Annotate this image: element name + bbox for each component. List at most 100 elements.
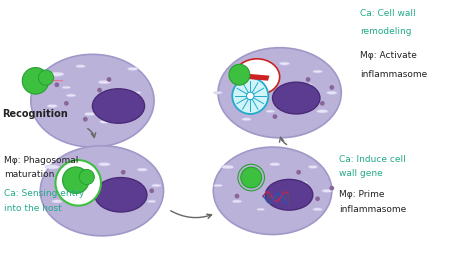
Ellipse shape <box>149 188 154 193</box>
Ellipse shape <box>119 110 128 113</box>
Ellipse shape <box>270 163 280 166</box>
Ellipse shape <box>55 160 101 206</box>
Ellipse shape <box>329 186 334 191</box>
Ellipse shape <box>97 88 102 92</box>
Text: into the host: into the host <box>4 204 62 213</box>
Ellipse shape <box>45 165 59 169</box>
Text: Mφ: Activate: Mφ: Activate <box>360 51 417 60</box>
Ellipse shape <box>279 62 290 65</box>
Ellipse shape <box>84 112 96 116</box>
Ellipse shape <box>304 83 312 86</box>
Ellipse shape <box>77 174 84 176</box>
Text: Mφ: Phagosomal: Mφ: Phagosomal <box>4 156 78 165</box>
Ellipse shape <box>76 65 85 68</box>
Ellipse shape <box>47 104 57 108</box>
Ellipse shape <box>218 48 341 138</box>
Text: wall gene: wall gene <box>339 169 383 178</box>
Ellipse shape <box>50 72 64 76</box>
Ellipse shape <box>265 179 313 210</box>
Ellipse shape <box>308 165 318 169</box>
Ellipse shape <box>147 200 156 203</box>
Ellipse shape <box>229 64 250 85</box>
Ellipse shape <box>320 101 325 106</box>
Ellipse shape <box>112 179 125 182</box>
Ellipse shape <box>135 196 140 201</box>
Ellipse shape <box>134 92 141 94</box>
Ellipse shape <box>31 54 154 147</box>
Ellipse shape <box>98 81 110 84</box>
Ellipse shape <box>257 208 264 210</box>
Ellipse shape <box>322 189 332 192</box>
Ellipse shape <box>299 182 308 184</box>
Ellipse shape <box>270 192 280 195</box>
Ellipse shape <box>121 104 126 108</box>
Ellipse shape <box>95 178 147 212</box>
Text: inflammasome: inflammasome <box>360 70 428 79</box>
Text: Ca: Induce cell: Ca: Induce cell <box>339 154 406 164</box>
Text: inflammasome: inflammasome <box>339 205 406 214</box>
Ellipse shape <box>213 147 332 235</box>
Ellipse shape <box>273 82 320 114</box>
Ellipse shape <box>83 175 88 180</box>
Ellipse shape <box>55 82 59 87</box>
Ellipse shape <box>22 68 49 94</box>
Ellipse shape <box>234 59 280 95</box>
Ellipse shape <box>40 146 164 236</box>
Ellipse shape <box>273 114 277 119</box>
Ellipse shape <box>109 205 118 208</box>
Ellipse shape <box>313 70 322 73</box>
Text: maturation: maturation <box>4 170 54 179</box>
Text: Recognition: Recognition <box>2 109 68 119</box>
Ellipse shape <box>62 86 71 89</box>
Ellipse shape <box>282 183 287 188</box>
Ellipse shape <box>121 170 126 175</box>
Text: Ca: Sensing entry: Ca: Sensing entry <box>4 189 84 198</box>
Ellipse shape <box>254 98 258 103</box>
Ellipse shape <box>137 168 147 171</box>
Ellipse shape <box>306 77 310 82</box>
Ellipse shape <box>127 192 138 195</box>
Ellipse shape <box>38 70 54 85</box>
Ellipse shape <box>290 203 298 205</box>
Ellipse shape <box>64 194 69 198</box>
Ellipse shape <box>296 170 301 175</box>
Ellipse shape <box>128 67 138 70</box>
Ellipse shape <box>315 196 320 201</box>
Ellipse shape <box>232 78 268 114</box>
Ellipse shape <box>241 179 252 182</box>
Ellipse shape <box>79 169 94 185</box>
Ellipse shape <box>242 99 251 102</box>
Ellipse shape <box>246 92 254 100</box>
Ellipse shape <box>107 77 111 82</box>
Ellipse shape <box>221 165 234 169</box>
Ellipse shape <box>64 101 69 106</box>
Ellipse shape <box>295 99 302 102</box>
Ellipse shape <box>152 184 161 187</box>
Ellipse shape <box>57 184 66 187</box>
Ellipse shape <box>98 162 110 166</box>
Ellipse shape <box>255 81 266 84</box>
Ellipse shape <box>254 175 258 180</box>
Ellipse shape <box>91 189 99 192</box>
FancyArrow shape <box>237 73 269 81</box>
Ellipse shape <box>327 91 337 94</box>
Text: Ca: Cell wall: Ca: Cell wall <box>360 9 416 18</box>
Text: remodeling: remodeling <box>360 27 412 36</box>
Ellipse shape <box>232 200 242 203</box>
Ellipse shape <box>266 110 274 113</box>
Ellipse shape <box>231 70 243 73</box>
Ellipse shape <box>317 110 328 113</box>
Ellipse shape <box>235 194 239 198</box>
Ellipse shape <box>83 117 88 122</box>
Ellipse shape <box>107 99 120 102</box>
Ellipse shape <box>92 89 145 123</box>
Ellipse shape <box>66 94 76 97</box>
Ellipse shape <box>52 200 62 203</box>
Ellipse shape <box>242 118 251 121</box>
Ellipse shape <box>214 91 222 94</box>
Text: Mφ: Prime: Mφ: Prime <box>339 190 384 199</box>
Ellipse shape <box>63 167 89 193</box>
Ellipse shape <box>313 208 322 211</box>
Ellipse shape <box>100 120 109 123</box>
Ellipse shape <box>241 167 262 188</box>
